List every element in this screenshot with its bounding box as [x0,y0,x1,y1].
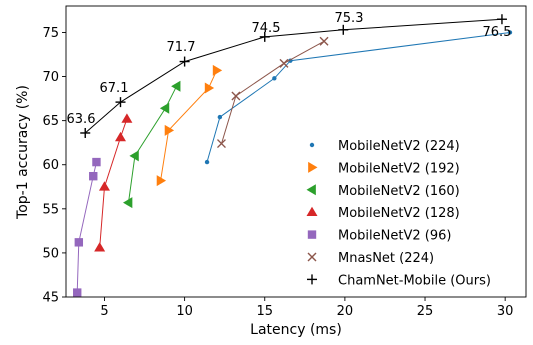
y-tick-label: 50 [42,246,59,261]
legend-item: MobileNetV2 (128) [306,206,460,221]
data-series [216,36,329,149]
data-series [80,14,507,138]
data-series [156,64,223,187]
data-point [212,64,223,76]
y-tick-label: 55 [42,202,59,217]
annotation-label: 63.6 [67,112,96,127]
data-point [121,113,133,123]
data-point [307,274,317,285]
series-line [221,40,325,144]
series-line [128,85,178,203]
legend-label: MobileNetV2 (192) [338,161,460,176]
data-point [308,161,318,173]
data-point [306,206,318,217]
data-point [74,238,84,247]
data-series [94,113,133,252]
data-point [307,230,317,239]
data-point [115,97,126,108]
data-point [159,102,170,114]
y-tick-label: 70 [42,70,59,85]
data-point-stroke [307,252,317,262]
data-point [306,184,316,196]
series-line [99,118,128,248]
x-tick-label: 5 [100,304,108,319]
data-point [89,171,98,181]
data-point [156,175,167,187]
data-point [307,252,317,262]
annotation-label: 71.7 [167,40,196,55]
data-point [129,150,139,162]
data-point [92,157,101,167]
legend-item: MnasNet (224) [307,251,434,266]
y-axis-ticks: 45 50 55 60 65 70 75 [42,26,66,306]
value-annotations: 63.6 67.1 71.7 74.5 75.3 76.5 [67,11,512,127]
y-axis-label: Top-1 accuracy (%) [15,85,31,220]
legend-item: MobileNetV2 (96) [307,229,451,244]
annotation-label: 74.5 [252,21,281,36]
data-point-stroke [319,36,329,46]
legend-item: MobileNetV2 (224) [309,139,460,154]
plot-frame [65,5,527,298]
data-point [217,114,223,120]
data-point [171,80,181,92]
data-point [94,242,106,252]
plot-content [73,14,513,297]
data-point [123,197,133,209]
data-point [179,56,190,67]
data-point [259,31,270,42]
annotation-label: 75.3 [335,11,364,26]
y-tick-label: 65 [42,114,59,129]
data-point [507,30,513,35]
legend-label: ChamNet-Mobile (Ours) [338,273,491,288]
data-point [279,58,289,68]
y-tick-label: 45 [42,291,59,306]
data-point [272,76,277,81]
data-point [231,91,241,101]
data-point [204,82,215,94]
data-point [309,142,315,148]
legend: MobileNetV2 (224) MobileNetV2 (192) Mobile… [306,139,491,288]
legend-label: MobileNetV2 (128) [338,206,460,221]
data-point [73,288,82,297]
data-point [496,14,507,25]
data-point [164,124,175,136]
legend-label: MobileNetV2 (224) [338,139,460,154]
y-tick-label: 60 [42,158,59,173]
data-point [80,127,91,138]
x-tick-label: 20 [337,304,354,319]
x-tick-label: 25 [417,304,434,319]
data-point [319,36,329,46]
series-line [160,70,218,181]
data-point [338,24,349,35]
legend-item: MobileNetV2 (192) [308,161,460,176]
series-line [76,161,97,293]
x-axis-label: Latency (ms) [250,322,342,338]
data-point [204,159,210,165]
data-point-stroke [216,139,226,149]
legend-label: MobileNetV2 (96) [338,229,451,244]
x-tick-label: 10 [176,304,193,319]
x-tick-label: 30 [497,304,514,319]
legend-label: MnasNet (224) [338,251,434,266]
data-point [216,139,226,149]
x-tick-label: 15 [256,304,273,319]
x-axis-ticks: 5 10 15 20 25 30 [100,297,513,319]
legend-item: MobileNetV2 (160) [306,184,460,199]
legend-label: MobileNetV2 (160) [338,184,460,199]
data-series [123,80,181,209]
data-point [114,131,126,142]
data-point [98,181,110,191]
annotation-label: 67.1 [100,81,129,96]
y-tick-label: 75 [42,26,59,41]
annotation-label: 76.5 [483,25,512,40]
series-line [84,18,503,134]
data-point-stroke [231,91,241,101]
legend-item: ChamNet-Mobile (Ours) [307,273,491,288]
data-series [73,157,101,297]
data-point-stroke [279,58,289,68]
